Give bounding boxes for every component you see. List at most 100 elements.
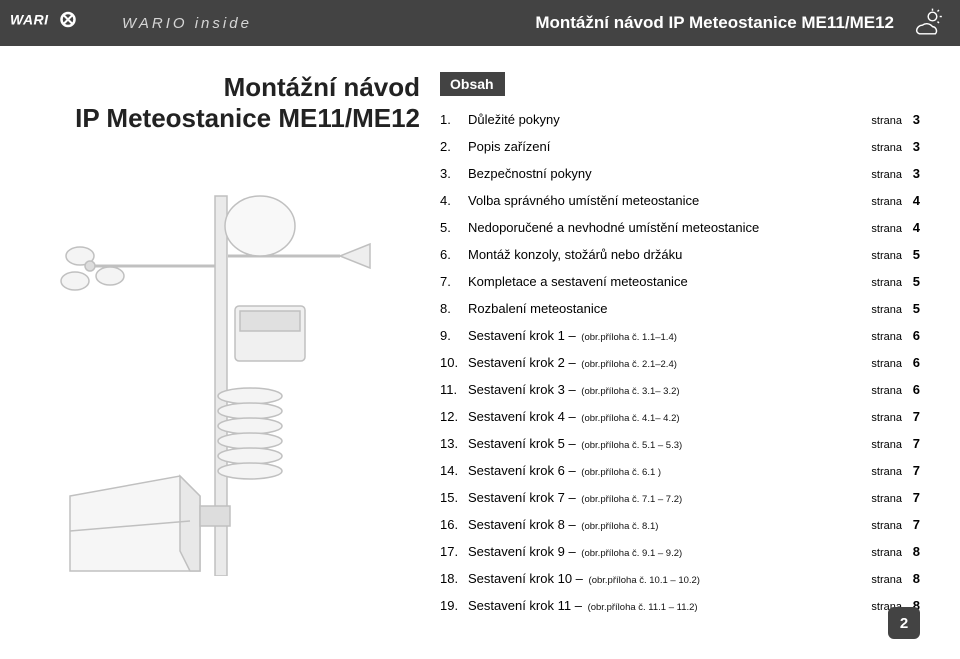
toc-strana-word: strana [871, 170, 902, 181]
toc-page-number: 5 [910, 302, 920, 315]
toc-strana-word: strana [871, 251, 902, 262]
title-line-1: Montážní návod [224, 72, 420, 102]
header-title: Montážní návod IP Meteostanice ME11/ME12 [535, 13, 894, 33]
toc-row: 7.Kompletace a sestavení meteostanicestr… [440, 268, 920, 295]
toc-page-number: 7 [910, 410, 920, 423]
toc-note: (obr.příloha č. 7.1 – 7.2) [579, 494, 683, 505]
table-of-contents: 1.Důležité pokynystrana32.Popis zařízení… [440, 106, 920, 619]
toc-strana-word: strana [871, 386, 902, 397]
toc-label: Sestavení krok 8 – (obr.příloha č. 8.1) [468, 518, 871, 532]
toc-strana-word: strana [871, 494, 902, 505]
toc-page-number: 5 [910, 275, 920, 288]
page-body: Montážní návod IP Meteostanice ME11/ME12 [0, 46, 960, 659]
toc-number: 18. [440, 572, 468, 585]
toc-number: 17. [440, 545, 468, 558]
toc-label: Sestavení krok 9 – (obr.příloha č. 9.1 –… [468, 545, 871, 559]
toc-page-number: 4 [910, 221, 920, 234]
toc-label: Volba správného umístění meteostanice [468, 194, 871, 207]
toc-number: 12. [440, 410, 468, 423]
toc-note: (obr.příloha č. 8.1) [579, 521, 659, 532]
toc-number: 19. [440, 599, 468, 612]
toc-page-number: 6 [910, 329, 920, 342]
toc-label: Kompletace a sestavení meteostanice [468, 275, 871, 288]
toc-page-number: 6 [910, 356, 920, 369]
toc-row: 2.Popis zařízenístrana 3 [440, 133, 920, 160]
page-number-badge: 2 [888, 607, 920, 639]
toc-number: 10. [440, 356, 468, 369]
weather-station-illustration [40, 176, 400, 576]
toc-row: 4.Volba správného umístění meteostanices… [440, 187, 920, 214]
toc-row: 9.Sestavení krok 1 – (obr.příloha č. 1.1… [440, 322, 920, 349]
contents-heading: Obsah [440, 72, 505, 96]
toc-label: Nedoporučené a nevhodné umístění meteost… [468, 221, 871, 234]
toc-note: (obr.příloha č. 6.1 ) [579, 467, 661, 478]
toc-number: 11. [440, 383, 468, 396]
toc-label: Sestavení krok 7 – (obr.příloha č. 7.1 –… [468, 491, 871, 505]
toc-note: (obr.příloha č. 1.1–1.4) [579, 332, 677, 343]
toc-strana-word: strana [871, 467, 902, 478]
toc-number: 2. [440, 140, 468, 153]
toc-row: 19.Sestavení krok 11 – (obr.příloha č. 1… [440, 592, 920, 619]
toc-label: Rozbalení meteostanice [468, 302, 871, 315]
header-bar: WARI WARIO inside Montážní návod IP Mete… [0, 0, 960, 46]
left-column: Montážní návod IP Meteostanice ME11/ME12 [40, 72, 420, 133]
toc-label: Montáž konzoly, stožárů nebo držáku [468, 248, 871, 261]
toc-number: 7. [440, 275, 468, 288]
toc-number: 16. [440, 518, 468, 531]
toc-row: 1.Důležité pokynystrana3 [440, 106, 920, 133]
toc-page-number: 3 [910, 113, 920, 126]
toc-label: Sestavení krok 11 – (obr.příloha č. 11.1… [468, 599, 871, 613]
toc-number: 4. [440, 194, 468, 207]
toc-row: 13.Sestavení krok 5 – (obr.příloha č. 5.… [440, 430, 920, 457]
toc-number: 6. [440, 248, 468, 261]
toc-number: 8. [440, 302, 468, 315]
toc-page-number: 4 [910, 194, 920, 207]
toc-strana-word: strana [871, 575, 902, 586]
toc-note: (obr.příloha č. 9.1 – 9.2) [579, 548, 683, 559]
inside-text: WARIO inside [122, 15, 252, 32]
toc-label: Popis zařízení [468, 140, 871, 153]
toc-strana-word: strana [871, 521, 902, 532]
toc-row: 16.Sestavení krok 8 – (obr.příloha č. 8.… [440, 511, 920, 538]
toc-page-number: 7 [910, 518, 920, 531]
toc-page-number: 3 [910, 140, 920, 153]
toc-row: 11.Sestavení krok 3 – (obr.příloha č. 3.… [440, 376, 920, 403]
toc-row: 17.Sestavení krok 9 – (obr.příloha č. 9.… [440, 538, 920, 565]
toc-strana-word: strana [871, 440, 902, 451]
toc-page-number: 6 [910, 383, 920, 396]
toc-label: Sestavení krok 5 – (obr.příloha č. 5.1 –… [468, 437, 871, 451]
toc-note: (obr.příloha č. 5.1 – 5.3) [579, 440, 683, 451]
toc-note: (obr.příloha č. 4.1– 4.2) [579, 413, 680, 424]
title-line-2: IP Meteostanice ME11/ME12 [75, 103, 420, 133]
toc-strana-word: strana [871, 116, 902, 127]
right-column: Obsah 1.Důležité pokynystrana32.Popis za… [440, 72, 920, 619]
toc-row: 15.Sestavení krok 7 – (obr.příloha č. 7.… [440, 484, 920, 511]
toc-page-number: 7 [910, 464, 920, 477]
toc-page-number: 3 [910, 167, 920, 180]
toc-number: 14. [440, 464, 468, 477]
document-title: Montážní návod IP Meteostanice ME11/ME12 [40, 72, 420, 133]
toc-row: 8.Rozbalení meteostanicestrana 5 [440, 295, 920, 322]
toc-page-number: 7 [910, 437, 920, 450]
toc-number: 13. [440, 437, 468, 450]
toc-label: Sestavení krok 3 – (obr.příloha č. 3.1– … [468, 383, 871, 397]
wario-logo-icon: WARI [10, 10, 110, 36]
toc-row: 6.Montáž konzoly, stožárů nebo držákustr… [440, 241, 920, 268]
toc-number: 3. [440, 167, 468, 180]
toc-strana-word: strana [871, 197, 902, 208]
toc-label: Sestavení krok 4 – (obr.příloha č. 4.1– … [468, 410, 871, 424]
toc-row: 14.Sestavení krok 6 – (obr.příloha č. 6.… [440, 457, 920, 484]
toc-strana-word: strana [871, 359, 902, 370]
toc-number: 5. [440, 221, 468, 234]
toc-label: Důležité pokyny [468, 113, 871, 126]
toc-strana-word: strana [871, 305, 902, 316]
toc-note: (obr.příloha č. 11.1 – 11.2) [585, 602, 698, 613]
toc-page-number: 8 [910, 572, 920, 585]
weather-icon [908, 5, 944, 41]
toc-strana-word: strana [871, 143, 902, 154]
toc-note: (obr.příloha č. 3.1– 3.2) [579, 386, 680, 397]
toc-number: 9. [440, 329, 468, 342]
toc-page-number: 8 [910, 545, 920, 558]
toc-number: 15. [440, 491, 468, 504]
toc-note: (obr.příloha č. 10.1 – 10.2) [586, 575, 700, 586]
